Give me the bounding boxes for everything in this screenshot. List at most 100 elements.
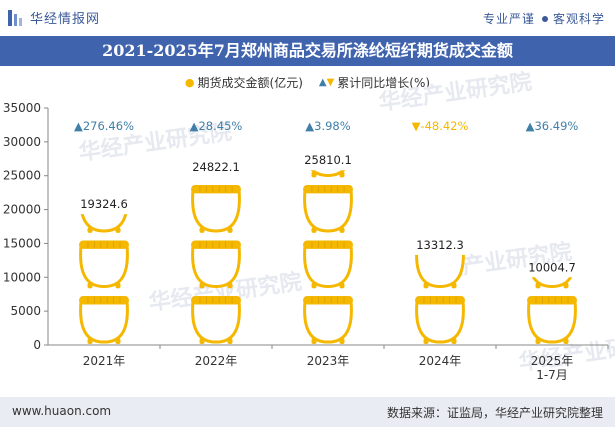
x-tick-label: 1-7月 (536, 368, 568, 382)
pot-body (415, 254, 465, 289)
pot-rim (191, 184, 241, 194)
x-tick-label: 2024年 (419, 354, 462, 368)
slogan-right: 客观科学 (552, 12, 605, 26)
pot-icon (191, 184, 241, 233)
chart-title: 2021-2025年7月郑州商品交易所涤纶短纤期货成交金额 (0, 36, 615, 66)
y-tick-label: 5000 (10, 304, 41, 318)
pot-rim (527, 296, 577, 305)
pot-body (80, 214, 128, 233)
pot-icon (531, 277, 573, 289)
growth-label: ▲36.49% (526, 119, 579, 133)
footer-url[interactable]: www.huaon.com (12, 404, 112, 418)
slogan-left: 专业严谨 (482, 12, 535, 26)
legend-item-amount[interactable]: ● 期货成交金额(亿元) (185, 74, 303, 91)
y-tick-label: 20000 (3, 203, 41, 217)
pot-foot (563, 282, 569, 289)
pot-foot (451, 282, 457, 289)
pot-foot (87, 227, 93, 233)
pot-body (303, 244, 353, 289)
pot-foot (339, 338, 345, 344)
pot-foot (199, 227, 205, 233)
pot-foot (199, 338, 205, 344)
pot-icon (303, 240, 353, 289)
footer-source: 数据来源：证监局，华经产业研究院整理 (386, 406, 603, 420)
y-tick-label: 15000 (3, 236, 41, 250)
legend-label-growth: 累计同比增长(%) (337, 76, 431, 90)
pot-body (191, 188, 241, 233)
pot-icon (191, 296, 241, 344)
data-label: 10004.7 (528, 260, 576, 274)
pot-body (191, 244, 241, 289)
top-bar: 华经情报网 专业严谨 客观科学 (0, 0, 615, 36)
pot-body (79, 299, 129, 344)
data-label: 13312.3 (416, 238, 464, 252)
pot-icon (303, 184, 353, 233)
pot-foot (87, 338, 93, 344)
pot-body (415, 299, 465, 344)
dot-icon (541, 15, 548, 22)
pot-foot (115, 227, 121, 233)
x-tick-label: 2021年 (83, 354, 126, 368)
data-label: 24822.1 (192, 160, 240, 174)
growth-label: ▼-48.42% (412, 119, 469, 133)
pot-foot (311, 282, 317, 289)
pot-foot (199, 282, 205, 289)
pot-rim (79, 296, 129, 305)
pot-icon (79, 185, 129, 233)
brand-name: 华经情报网 (30, 12, 101, 27)
pot-rim (79, 185, 129, 193)
pot-icon (415, 254, 465, 289)
pot-rim (191, 296, 241, 305)
data-label: 19324.6 (80, 197, 128, 211)
slogan: 专业严谨 客观科学 (483, 10, 605, 27)
brand-logo[interactable]: 华经情报网 (8, 8, 100, 27)
pot-foot (311, 227, 317, 233)
y-tick-label: 25000 (3, 169, 41, 183)
pot-foot (87, 282, 93, 289)
x-tick-label: 2023年 (307, 354, 350, 368)
triangle-down-icon: ▼ (326, 77, 335, 88)
pot-icon (415, 296, 465, 344)
pot-foot (339, 227, 345, 233)
legend: ● 期货成交金额(亿元) ▲ ▼ 累计同比增长(%) (0, 74, 615, 91)
pot-foot (535, 338, 541, 344)
pot-rim (303, 296, 353, 305)
pot-icon (79, 296, 129, 344)
pot-foot (115, 338, 121, 344)
pot-rim (303, 240, 353, 249)
footer: www.huaon.com 数据来源：证监局，华经产业研究院整理 (0, 397, 615, 427)
pot-foot (423, 338, 429, 344)
legend-item-growth[interactable]: ▲ ▼ 累计同比增长(%) (319, 74, 430, 91)
pot-rim (415, 296, 465, 305)
chart-area: 华经产业研究院华经产业研究院华经产业研究院华经产业研究院华经产业研究院05000… (3, 69, 615, 382)
triangle-up-icon: ▲ (318, 77, 327, 88)
x-tick-label: 2022年 (195, 354, 238, 368)
pot-foot (339, 171, 345, 178)
growth-label: ▲276.46% (74, 119, 134, 133)
pot-foot (563, 338, 569, 344)
pot-body (303, 299, 353, 344)
pot-foot (227, 282, 233, 289)
pot-icon (310, 170, 346, 178)
pot-foot (311, 171, 317, 178)
pot-body (531, 277, 573, 289)
growth-label: ▲28.45% (190, 119, 243, 133)
pot-rim (79, 240, 129, 249)
pot-body (310, 170, 346, 177)
data-label: 25810.1 (304, 153, 352, 167)
pot-body (303, 188, 353, 233)
growth-label: ▲3.98% (305, 119, 350, 133)
pot-foot (451, 338, 457, 344)
pot-foot (227, 227, 233, 233)
logo-icon (8, 9, 22, 26)
y-tick-label: 10000 (3, 270, 41, 284)
legend-label-amount: 期货成交金额(亿元) (197, 76, 303, 90)
pot-icon (191, 240, 241, 289)
pot-rim (191, 240, 241, 249)
pot-body (79, 244, 129, 289)
pot-body (527, 299, 577, 344)
pot-rim (303, 184, 353, 194)
pot-foot (423, 282, 429, 289)
pot-foot (535, 282, 541, 289)
y-tick-label: 0 (33, 338, 41, 352)
